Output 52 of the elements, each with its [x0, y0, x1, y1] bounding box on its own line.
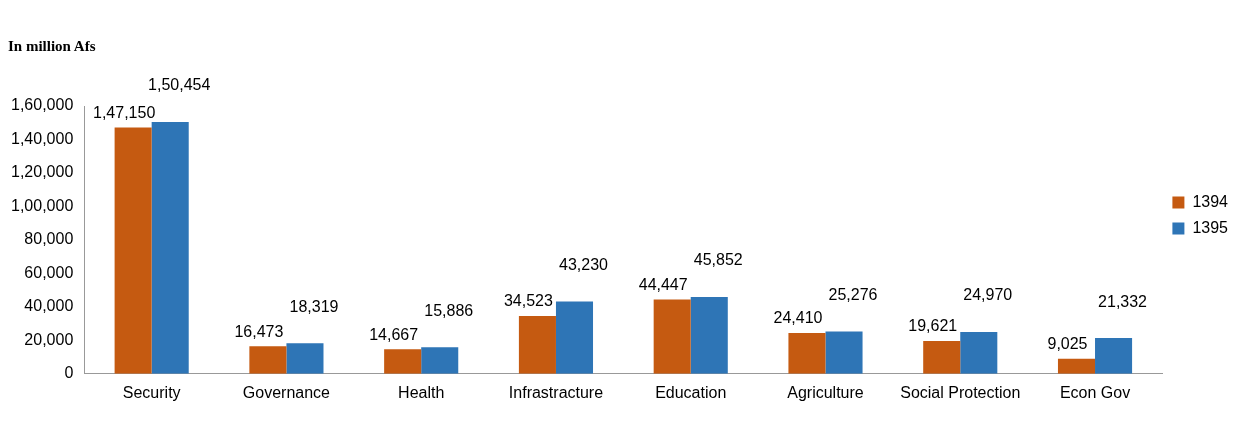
bar	[1057, 358, 1096, 374]
bar	[249, 346, 287, 374]
x-tick-label: Infrastracture	[508, 383, 604, 401]
bar	[653, 299, 691, 374]
x-tick-label: Governance	[242, 383, 331, 401]
legend-label: 1394	[1192, 192, 1229, 210]
data-label: 9,025	[1047, 335, 1088, 353]
bar	[825, 331, 863, 374]
data-label: 21,332	[1098, 292, 1148, 310]
bar	[518, 316, 556, 374]
bar	[788, 332, 826, 374]
y-tick-label: 1,60,000	[11, 96, 74, 114]
bar	[286, 343, 324, 374]
x-tick-label: Econ Gov	[1059, 383, 1131, 401]
y-tick-label: 40,000	[24, 297, 74, 315]
bar	[114, 127, 152, 374]
data-label: 34,523	[503, 292, 553, 310]
bar	[151, 121, 189, 374]
data-label: 15,886	[424, 301, 474, 319]
data-label: 1,47,150	[92, 103, 156, 121]
data-label: 16,473	[234, 322, 284, 340]
data-label: 19,621	[908, 317, 958, 335]
y-tick-label: 1,40,000	[11, 129, 74, 147]
data-label: 14,667	[369, 325, 419, 343]
x-tick-label: Agriculture	[787, 383, 864, 401]
data-label: 24,410	[773, 309, 823, 327]
bar	[1095, 338, 1133, 374]
x-tick-label: Social Protection	[900, 383, 1021, 401]
data-label: 45,852	[693, 251, 743, 269]
bar	[421, 347, 459, 374]
y-tick-label: 80,000	[24, 230, 74, 248]
x-tick-label: Health	[398, 383, 445, 401]
bar	[960, 332, 998, 374]
legend-label: 1395	[1192, 218, 1229, 236]
y-tick-label: 20,000	[24, 330, 74, 348]
data-label: 1,50,454	[148, 76, 211, 94]
y-tick-label: 1,20,000	[11, 163, 74, 181]
bar	[923, 340, 961, 374]
chart-title: In million Afs	[8, 37, 96, 54]
y-tick-label: 1,00,000	[11, 196, 74, 214]
x-tick-label: Security	[122, 383, 181, 401]
y-tick-label: 0	[64, 364, 74, 382]
data-label: 25,276	[828, 285, 878, 303]
data-label: 44,447	[638, 275, 688, 293]
data-label: 43,230	[559, 255, 609, 273]
bar	[555, 301, 594, 374]
data-label: 24,970	[963, 286, 1013, 304]
bar	[690, 297, 728, 374]
data-label: 18,319	[289, 297, 339, 315]
y-tick-label: 60,000	[24, 263, 74, 281]
x-tick-label: Education	[655, 383, 727, 401]
bar	[384, 349, 422, 374]
